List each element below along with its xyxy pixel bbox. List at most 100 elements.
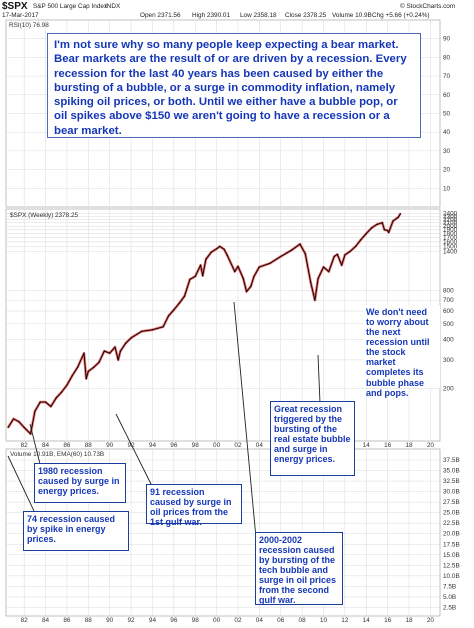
volume-tick-label: 20.0B	[443, 531, 460, 538]
arrow-91	[115, 413, 153, 487]
x-tick-label: 88	[85, 617, 93, 624]
price-point	[119, 350, 121, 352]
price-tick-label: 1400	[443, 248, 458, 255]
close-value: Close 2378.25	[285, 12, 327, 19]
recession-1980-annotation: 1980 recession caused by surge in energy…	[34, 463, 126, 503]
price-point	[387, 229, 389, 232]
rsi-tick-label: 60	[443, 92, 451, 99]
arrow-74	[7, 455, 35, 512]
x-tick-label: 16	[384, 442, 392, 449]
price-point	[114, 346, 116, 348]
price-tick-label: 300	[443, 357, 454, 364]
recession-2000-annotation: 2000-2002 recession caused by bursting o…	[255, 532, 343, 605]
credit: © StockCharts.com	[400, 2, 455, 10]
price-tick-label: 1500	[443, 243, 458, 250]
volume-tick-label: 22.5B	[443, 520, 460, 527]
x-tick-label: 82	[21, 617, 29, 624]
x-tick-label: 12	[341, 617, 349, 624]
price-point	[210, 251, 212, 253]
low-value: Low 2358.18	[240, 12, 277, 19]
volume-tick-label: 30.0B	[443, 489, 460, 496]
price-tick-label: 800	[443, 288, 454, 295]
price-point	[125, 342, 127, 344]
volume-tick-label: 25.0B	[443, 510, 460, 517]
price-point	[7, 426, 9, 429]
rsi-tick-label: 40	[443, 129, 451, 136]
rsi-tick-label: 80	[443, 54, 451, 61]
price-point	[130, 337, 132, 339]
price-point	[258, 266, 260, 268]
x-tick-label: 18	[405, 442, 413, 449]
volume-tick-label: 27.5B	[443, 499, 460, 506]
price-point	[200, 264, 202, 266]
rsi-tick-label: 20	[443, 167, 451, 174]
price-point	[109, 352, 111, 354]
price-point	[151, 329, 153, 331]
price-point	[39, 401, 41, 403]
price-point	[103, 350, 105, 352]
x-tick-label: 14	[363, 617, 371, 624]
x-tick-label: 04	[256, 442, 264, 449]
x-tick-label: 20	[427, 442, 435, 449]
x-tick-label: 06	[277, 617, 285, 624]
x-tick-label: 18	[405, 617, 413, 624]
price-point	[355, 245, 357, 247]
price-point	[341, 264, 343, 266]
price-point	[376, 223, 378, 225]
price-point	[336, 253, 338, 255]
price-point	[344, 254, 346, 256]
rsi-tick-label: 90	[443, 36, 451, 43]
price-point	[360, 239, 362, 241]
rsi-tick-label: 50	[443, 111, 451, 118]
exchange: INDX	[105, 3, 121, 10]
high-value: High 2390.01	[192, 12, 230, 19]
price-point	[194, 275, 196, 277]
price-tick-label: 1800	[443, 231, 458, 238]
x-tick-label: 96	[170, 617, 178, 624]
price-point	[162, 326, 164, 328]
price-point	[242, 278, 244, 280]
price-tick-label: 2100	[443, 220, 458, 227]
price-point	[237, 265, 239, 267]
price-point	[71, 375, 73, 377]
price-point	[381, 222, 383, 224]
price-tick-label: 500	[443, 321, 454, 328]
index-name: S&P 500 Large Cap Index	[33, 3, 108, 10]
price-point	[219, 245, 221, 247]
x-tick-label: 86	[63, 617, 71, 624]
price-point	[87, 370, 89, 372]
volume-tick-label: 5.0B	[443, 594, 456, 601]
price-point	[223, 248, 225, 250]
open-value: Open 2371.56	[140, 12, 181, 19]
price-point	[234, 271, 236, 273]
chart-date: 17-Mar-2017	[2, 12, 39, 19]
price-point	[399, 213, 401, 215]
price-point	[93, 366, 95, 368]
recession-74-annotation: 74 recession caused by spike in energy p…	[23, 511, 129, 551]
price-point	[216, 248, 218, 250]
price-point	[83, 352, 85, 354]
price-point	[98, 361, 100, 363]
price-point	[85, 378, 87, 380]
annotation-arrows	[7, 301, 321, 539]
x-tick-label: 86	[63, 442, 71, 449]
change-value: Chg +5.66 (+0.24%)	[372, 12, 430, 19]
x-tick-label: 02	[234, 442, 242, 449]
volume-tick-label: 7.5B	[443, 583, 456, 590]
volume-tick-label: 37.5B	[443, 457, 460, 464]
volume-tick-label: 32.5B	[443, 478, 460, 485]
price-legend: $SPX (Weekly) 2378.25	[10, 212, 79, 219]
volume-tick-label: 12.5B	[443, 562, 460, 569]
price-tick-label: 1600	[443, 239, 458, 246]
great-recession-annotation: Great recession triggered by the burstin…	[270, 401, 355, 476]
price-point	[77, 366, 79, 368]
price-point	[12, 418, 15, 420]
x-tick-label: 96	[170, 442, 178, 449]
rsi-legend: RSI(10) 76.98	[9, 22, 49, 29]
price-point	[226, 254, 228, 256]
volume-tick-label: 17.5B	[443, 541, 460, 548]
price-tick-label: 700	[443, 297, 454, 304]
x-tick-label: 08	[299, 617, 307, 624]
axis-ticks: 8282848486868888909092929494969698980000…	[21, 36, 460, 624]
price-tick-label: 200	[443, 386, 454, 393]
